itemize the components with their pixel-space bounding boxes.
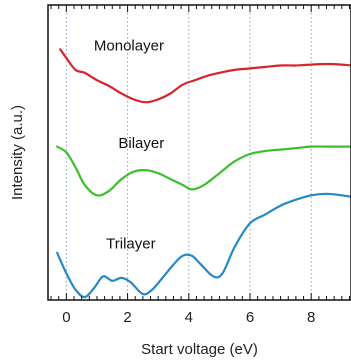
x-tick-label-0: 0 bbox=[62, 309, 70, 326]
series-lines bbox=[56, 48, 351, 299]
series-line-monolayer bbox=[59, 48, 351, 104]
series-label-monolayer: Monolayer bbox=[94, 38, 164, 55]
series-line-bilayer bbox=[56, 145, 351, 197]
x-tick-label-4: 4 bbox=[185, 309, 193, 326]
grid-lines bbox=[65, 5, 312, 300]
series-label-trilayer: Trilayer bbox=[106, 235, 155, 252]
series-label-bilayer: Bilayer bbox=[118, 135, 164, 152]
x-tick-label-8: 8 bbox=[307, 309, 315, 326]
axis-ticks bbox=[50, 5, 350, 300]
x-tick-labels: 0 2 4 6 8 bbox=[62, 309, 315, 326]
plot-frame bbox=[47, 4, 351, 301]
x-tick-label-2: 2 bbox=[123, 309, 131, 326]
y-axis-title: Intensity (a.u.) bbox=[9, 105, 26, 200]
x-axis-title: Start voltage (eV) bbox=[141, 341, 258, 358]
x-tick-label-6: 6 bbox=[246, 309, 254, 326]
series-labels: Monolayer Bilayer Trilayer bbox=[94, 38, 164, 253]
series-line-trilayer bbox=[56, 192, 351, 299]
